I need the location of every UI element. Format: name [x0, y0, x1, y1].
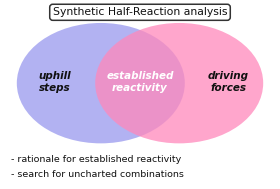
Text: Synthetic Half-Reaction analysis: Synthetic Half-Reaction analysis	[53, 7, 227, 17]
Text: established
reactivity: established reactivity	[106, 71, 174, 93]
Text: - rationale for established reactivity: - rationale for established reactivity	[11, 155, 181, 164]
Text: uphill
steps: uphill steps	[38, 71, 71, 93]
Text: - search for uncharted combinations: - search for uncharted combinations	[11, 170, 184, 179]
Ellipse shape	[95, 23, 263, 143]
Text: driving
forces: driving forces	[208, 71, 249, 93]
Ellipse shape	[17, 23, 185, 143]
